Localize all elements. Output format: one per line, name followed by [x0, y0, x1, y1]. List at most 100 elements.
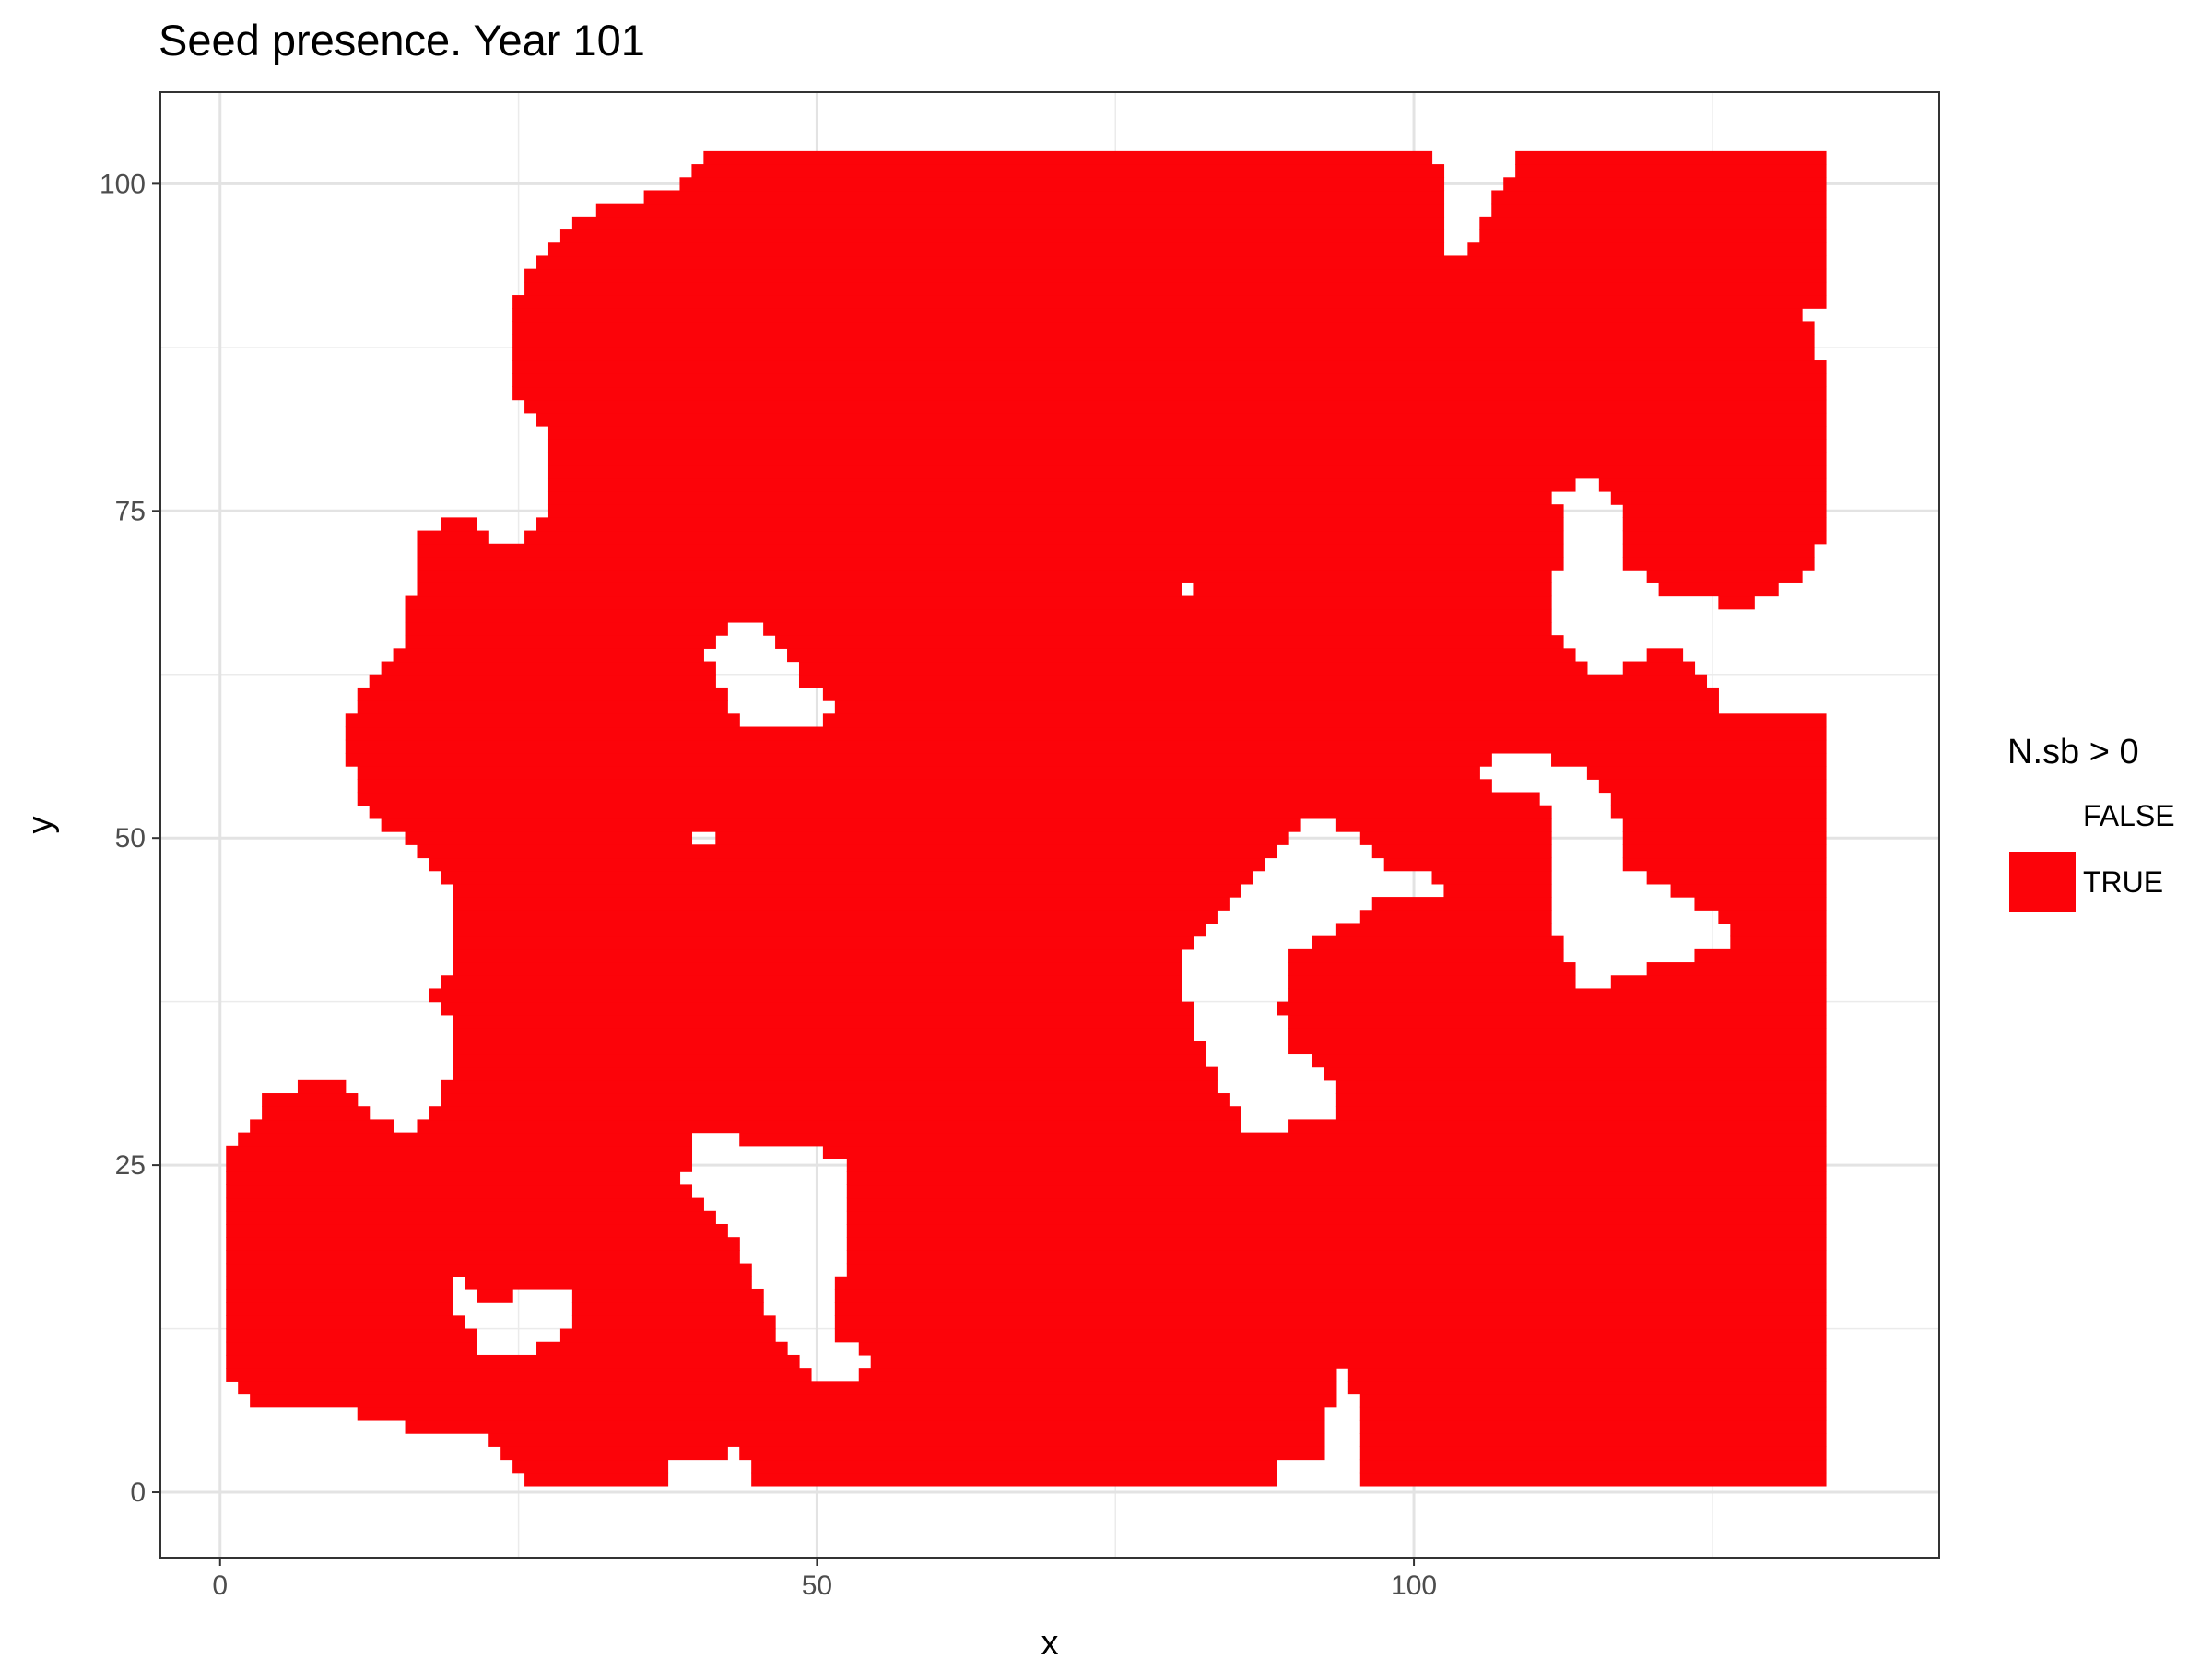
true-cell-run: [751, 1459, 1277, 1474]
true-cell-run: [1646, 870, 1827, 885]
true-cell-run: [1359, 831, 1552, 845]
true-cell-run: [441, 1001, 1194, 1016]
true-cell-run: [1288, 1119, 1827, 1134]
legend-label-true: TRUE: [2083, 865, 2163, 899]
true-cell-run: [1586, 766, 1827, 780]
true-cell-run: [1359, 1406, 1827, 1421]
true-cell-run: [1694, 948, 1827, 963]
true-cell-run: [571, 1302, 764, 1316]
true-cell-run: [417, 582, 1182, 597]
true-cell-run: [858, 1341, 1827, 1356]
true-cell-run: [357, 792, 1540, 806]
true-cell-run: [262, 1093, 359, 1107]
true-cell-run: [524, 399, 1827, 414]
true-cell-run: [1288, 1028, 1827, 1041]
true-cell-run: [453, 935, 1194, 950]
true-cell-run: [1718, 910, 1827, 924]
true-cell-run: [595, 203, 1445, 218]
true-cell-run: [1515, 150, 1827, 165]
true-cell-run: [429, 857, 1265, 872]
true-cell-run: [1288, 1041, 1827, 1055]
true-cell-run: [512, 308, 1803, 323]
true-cell-run: [512, 373, 1827, 388]
true-cell-run: [846, 1184, 1827, 1199]
true-cell-run: [1288, 975, 1576, 990]
true-cell-run: [1335, 1079, 1827, 1094]
true-cell-run: [238, 1381, 1337, 1395]
true-cell-run: [1491, 190, 1827, 205]
true-cell-run: [226, 1250, 740, 1265]
true-cell-run: [524, 530, 1564, 545]
true-cell-run: [1288, 1014, 1827, 1029]
true-cell-run: [381, 661, 716, 676]
true-cell-run: [1646, 962, 1827, 976]
true-cell-run: [536, 255, 1827, 270]
true-cell-run: [226, 1223, 728, 1238]
true-cell-run: [1288, 948, 1564, 963]
legend-label-false: FALSE: [2083, 799, 2175, 832]
true-cell-run: [1288, 988, 1827, 1003]
true-cell-run: [369, 805, 1552, 819]
true-cell-run: [417, 543, 1564, 558]
true-cell-run: [465, 1276, 752, 1290]
true-cell-run: [524, 281, 1827, 296]
true-cell-run: [238, 1132, 693, 1147]
true-cell-run: [405, 635, 716, 649]
true-cell-run: [1371, 844, 1552, 859]
true-cell-run: [1515, 164, 1827, 178]
true-cell-run: [775, 635, 1564, 649]
panel-border: [159, 91, 1940, 1559]
true-cell-run: [571, 1288, 764, 1303]
true-cell-run: [1312, 1053, 1827, 1068]
true-cell-run: [822, 687, 1719, 701]
true-cell-run: [691, 164, 1445, 178]
true-cell-run: [226, 1145, 693, 1159]
true-cell-run: [417, 556, 1564, 571]
true-cell-run: [524, 268, 1827, 283]
legend: N.sb > 0 FALSE TRUE: [2007, 733, 2175, 912]
true-cell-run: [1467, 242, 1827, 257]
true-cell-run: [1622, 831, 1827, 845]
true-cell-run: [846, 1263, 1827, 1277]
true-cell-run: [858, 1368, 1337, 1382]
true-cell-run: [512, 386, 1827, 401]
true-cell-run: [250, 1394, 1337, 1408]
true-cell-run: [226, 1302, 453, 1316]
true-cell-run: [739, 1446, 1325, 1461]
true-cell-run: [1730, 923, 1827, 937]
true-cell-run: [512, 347, 1815, 361]
true-cell-run: [405, 831, 693, 845]
true-cell-run: [417, 844, 1277, 859]
true-cell-run: [751, 1472, 1277, 1487]
y-tick-label: 100: [100, 169, 146, 199]
true-cell-run: [1622, 556, 1815, 571]
true-cell-run: [1670, 883, 1827, 898]
true-cell-run: [1347, 1368, 1827, 1382]
true-cell-run: [1610, 490, 1827, 505]
true-cell-run: [453, 962, 1182, 976]
y-tick-label: 75: [115, 496, 146, 526]
true-cell-run: [453, 897, 1230, 911]
true-cell-run: [226, 1210, 716, 1225]
true-cell-run: [536, 412, 1827, 427]
true-cell-run: [417, 1119, 1241, 1134]
x-tick-label: 100: [1391, 1571, 1437, 1601]
true-cell-run: [1347, 1381, 1827, 1395]
true-cell-run: [547, 477, 1576, 492]
true-cell-run: [1491, 203, 1827, 218]
true-cell-run: [1443, 883, 1552, 898]
true-cell-run: [1383, 857, 1552, 872]
true-cell-run: [547, 452, 1827, 466]
true-cell-run: [226, 1276, 453, 1290]
true-cell-run: [715, 831, 1289, 845]
true-cell-run: [345, 739, 1827, 754]
true-cell-run: [1335, 923, 1552, 937]
true-cell-run: [453, 910, 1218, 924]
true-cell-run: [679, 177, 1445, 192]
true-cell-run: [477, 1288, 513, 1303]
true-cell-run: [798, 661, 1588, 676]
true-cell-run: [524, 1472, 669, 1487]
true-cell-run: [1335, 1106, 1827, 1121]
true-cell-run: [488, 1433, 1325, 1447]
